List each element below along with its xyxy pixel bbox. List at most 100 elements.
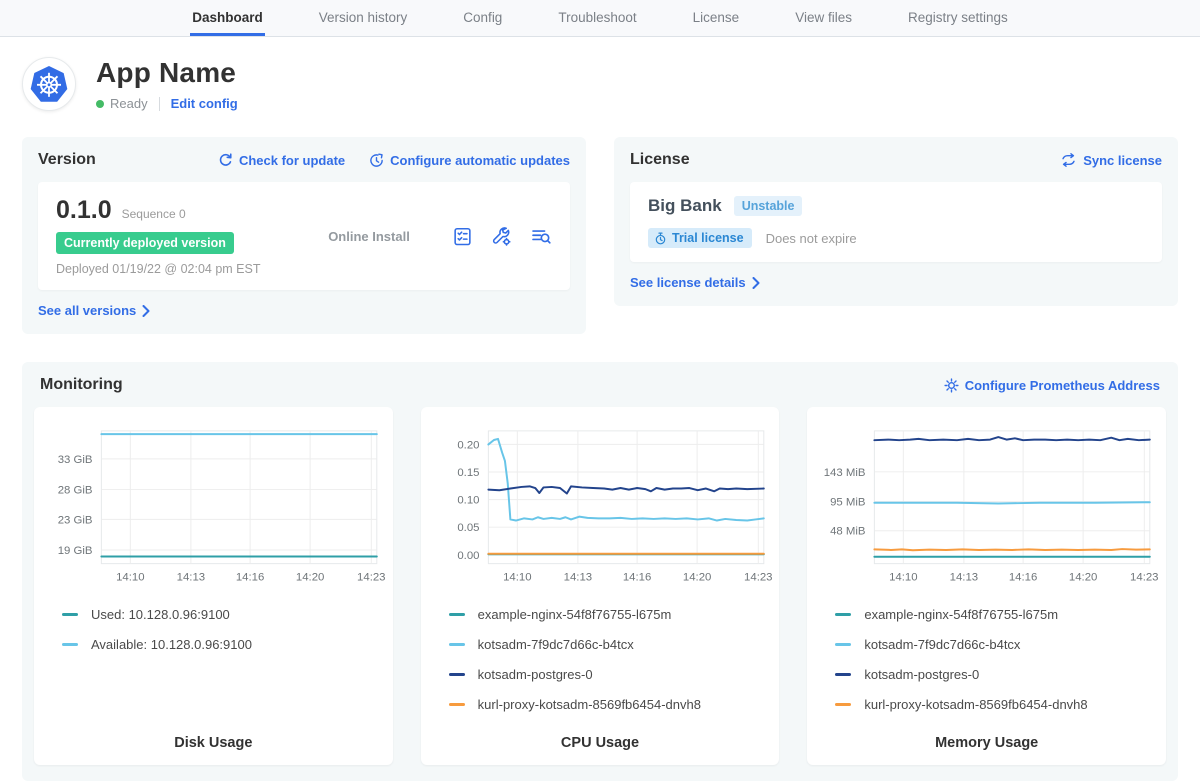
config-wrench-icon[interactable] bbox=[491, 226, 512, 247]
expiry-label: Does not expire bbox=[766, 231, 857, 246]
cpu-usage-chart: 0.200.150.100.050.0014:1014:1314:1614:20… bbox=[423, 417, 778, 593]
svg-text:14:23: 14:23 bbox=[357, 571, 385, 583]
memory-usage-chart: 143 MiB 95 MiB 48 MiB 14:10 14:13 14:16 14:20 1… bbox=[809, 417, 1164, 593]
gear-icon bbox=[944, 378, 959, 393]
see-all-versions-link[interactable]: See all versions bbox=[38, 303, 150, 318]
status-dot bbox=[96, 100, 104, 108]
legend-item: Available: 10.128.0.96:9100 bbox=[62, 637, 365, 652]
tab-troubleshoot[interactable]: Troubleshoot bbox=[556, 0, 638, 36]
legend-swatch bbox=[449, 673, 465, 676]
tab-dashboard[interactable]: Dashboard bbox=[190, 0, 265, 36]
legend-swatch bbox=[62, 643, 78, 646]
legend-label: example-nginx-54f8f76755-l675m bbox=[864, 607, 1058, 622]
legend-item: kotsadm-7f9dc7d66c-b4tcx bbox=[835, 637, 1138, 652]
svg-text:14:23: 14:23 bbox=[744, 571, 772, 583]
tab-version-history[interactable]: Version history bbox=[317, 0, 410, 36]
svg-text:14:10: 14:10 bbox=[889, 571, 917, 583]
stopwatch-icon bbox=[654, 232, 667, 245]
legend-item: example-nginx-54f8f76755-l675m bbox=[835, 607, 1138, 622]
app-status: Ready bbox=[110, 96, 148, 111]
sync-license-link[interactable]: Sync license bbox=[1060, 153, 1162, 168]
svg-text:48 MiB: 48 MiB bbox=[830, 526, 865, 538]
svg-text:14:20: 14:20 bbox=[296, 571, 324, 583]
svg-text:14:16: 14:16 bbox=[623, 571, 651, 583]
license-name: Big Bank bbox=[648, 196, 722, 216]
version-number: 0.1.0 bbox=[56, 196, 112, 225]
divider bbox=[159, 97, 160, 111]
sequence-label: Sequence 0 bbox=[122, 207, 186, 221]
svg-text:0.15: 0.15 bbox=[457, 467, 479, 479]
svg-text:14:16: 14:16 bbox=[1009, 571, 1037, 583]
svg-text:14:13: 14:13 bbox=[177, 571, 205, 583]
svg-text:14:20: 14:20 bbox=[1069, 571, 1097, 583]
legend-swatch bbox=[835, 613, 851, 616]
legend-item: Used: 10.128.0.96:9100 bbox=[62, 607, 365, 622]
svg-text:14:13: 14:13 bbox=[950, 571, 978, 583]
svg-text:0.00: 0.00 bbox=[457, 550, 479, 562]
memory-usage-legend: example-nginx-54f8f76755-l675m kotsadm-7f… bbox=[809, 593, 1164, 727]
tab-config[interactable]: Config bbox=[461, 0, 504, 36]
legend-swatch bbox=[449, 613, 465, 616]
chart-canvas: 143 MiB 95 MiB 48 MiB 14:10 14:13 14:16 14:20 1… bbox=[809, 417, 1164, 593]
memory-usage-chart-card: 143 MiB 95 MiB 48 MiB 14:10 14:13 14:16 14:20 1… bbox=[807, 407, 1166, 765]
chart-canvas: 33 GiB 28 GiB 23 GiB 19 GiB 14:10 14:13 14:16 1… bbox=[36, 417, 391, 593]
chart-canvas: 0.200.150.100.050.0014:1014:1314:1614:20… bbox=[423, 417, 778, 593]
view-logs-icon[interactable] bbox=[530, 226, 552, 247]
legend-label: Available: 10.128.0.96:9100 bbox=[91, 637, 252, 652]
tab-view-files[interactable]: View files bbox=[793, 0, 854, 36]
top-nav: Dashboard Version history Config Troublesho… bbox=[0, 0, 1200, 37]
monitoring-section: Monitoring Configure Prometheus Address … bbox=[22, 362, 1178, 781]
trial-license-badge: Trial license bbox=[648, 228, 752, 248]
current-version-panel: 0.1.0 Sequence 0 Currently deployed vers… bbox=[38, 182, 570, 290]
legend-label: kurl-proxy-kotsadm-8569fb6454-dnvh8 bbox=[478, 697, 701, 712]
tab-registry-settings[interactable]: Registry settings bbox=[906, 0, 1010, 36]
legend-label: kurl-proxy-kotsadm-8569fb6454-dnvh8 bbox=[864, 697, 1087, 712]
svg-text:14:23: 14:23 bbox=[1130, 571, 1158, 583]
svg-text:19 GiB: 19 GiB bbox=[58, 545, 93, 557]
install-type-label: Online Install bbox=[286, 229, 452, 244]
svg-text:14:10: 14:10 bbox=[116, 571, 144, 583]
legend-item: example-nginx-54f8f76755-l675m bbox=[449, 607, 752, 622]
legend-swatch bbox=[62, 613, 78, 616]
cpu-usage-chart-card: 0.200.150.100.050.0014:1014:1314:1614:20… bbox=[421, 407, 780, 765]
app-header: App Name Ready Edit config bbox=[22, 57, 1178, 111]
cpu-usage-legend: example-nginx-54f8f76755-l675m kotsadm-7f… bbox=[423, 593, 778, 727]
configure-automatic-updates-link[interactable]: Configure automatic updates bbox=[369, 153, 570, 168]
page-title: App Name bbox=[96, 57, 238, 89]
configure-prometheus-link[interactable]: Configure Prometheus Address bbox=[944, 378, 1160, 393]
legend-swatch bbox=[835, 643, 851, 646]
legend-swatch bbox=[449, 703, 465, 706]
svg-text:0.10: 0.10 bbox=[457, 495, 479, 507]
license-panel: Big Bank Unstable Trial l bbox=[630, 182, 1162, 262]
svg-text:14:13: 14:13 bbox=[563, 571, 591, 583]
deployed-timestamp: Deployed 01/19/22 @ 02:04 pm EST bbox=[56, 262, 286, 276]
svg-text:95 MiB: 95 MiB bbox=[830, 497, 865, 509]
check-for-update-link[interactable]: Check for update bbox=[218, 153, 345, 168]
legend-label: kotsadm-7f9dc7d66c-b4tcx bbox=[478, 637, 634, 652]
svg-text:28 GiB: 28 GiB bbox=[58, 484, 93, 496]
tab-license[interactable]: License bbox=[691, 0, 742, 36]
deployed-badge: Currently deployed version bbox=[56, 232, 234, 254]
legend-label: example-nginx-54f8f76755-l675m bbox=[478, 607, 672, 622]
nav-tabs: Dashboard Version history Config Troublesho… bbox=[164, 0, 1036, 36]
svg-text:143 MiB: 143 MiB bbox=[824, 467, 866, 479]
preflight-checklist-icon[interactable] bbox=[452, 226, 473, 247]
legend-label: Used: 10.128.0.96:9100 bbox=[91, 607, 230, 622]
svg-text:14:16: 14:16 bbox=[236, 571, 264, 583]
see-license-details-link[interactable]: See license details bbox=[630, 275, 760, 290]
legend-item: kotsadm-7f9dc7d66c-b4tcx bbox=[449, 637, 752, 652]
refresh-icon bbox=[218, 153, 233, 168]
kubernetes-icon bbox=[29, 64, 69, 104]
svg-text:33 GiB: 33 GiB bbox=[58, 454, 93, 466]
legend-label: kotsadm-postgres-0 bbox=[864, 667, 979, 682]
license-card-title: License bbox=[630, 151, 690, 169]
legend-item: kotsadm-postgres-0 bbox=[449, 667, 752, 682]
edit-config-link[interactable]: Edit config bbox=[171, 96, 238, 111]
monitoring-title: Monitoring bbox=[40, 376, 123, 394]
svg-text:14:20: 14:20 bbox=[683, 571, 711, 583]
version-card-title: Version bbox=[38, 151, 96, 169]
legend-swatch bbox=[449, 643, 465, 646]
clock-refresh-icon bbox=[369, 153, 384, 168]
svg-text:23 GiB: 23 GiB bbox=[58, 514, 93, 526]
legend-label: kotsadm-postgres-0 bbox=[478, 667, 593, 682]
